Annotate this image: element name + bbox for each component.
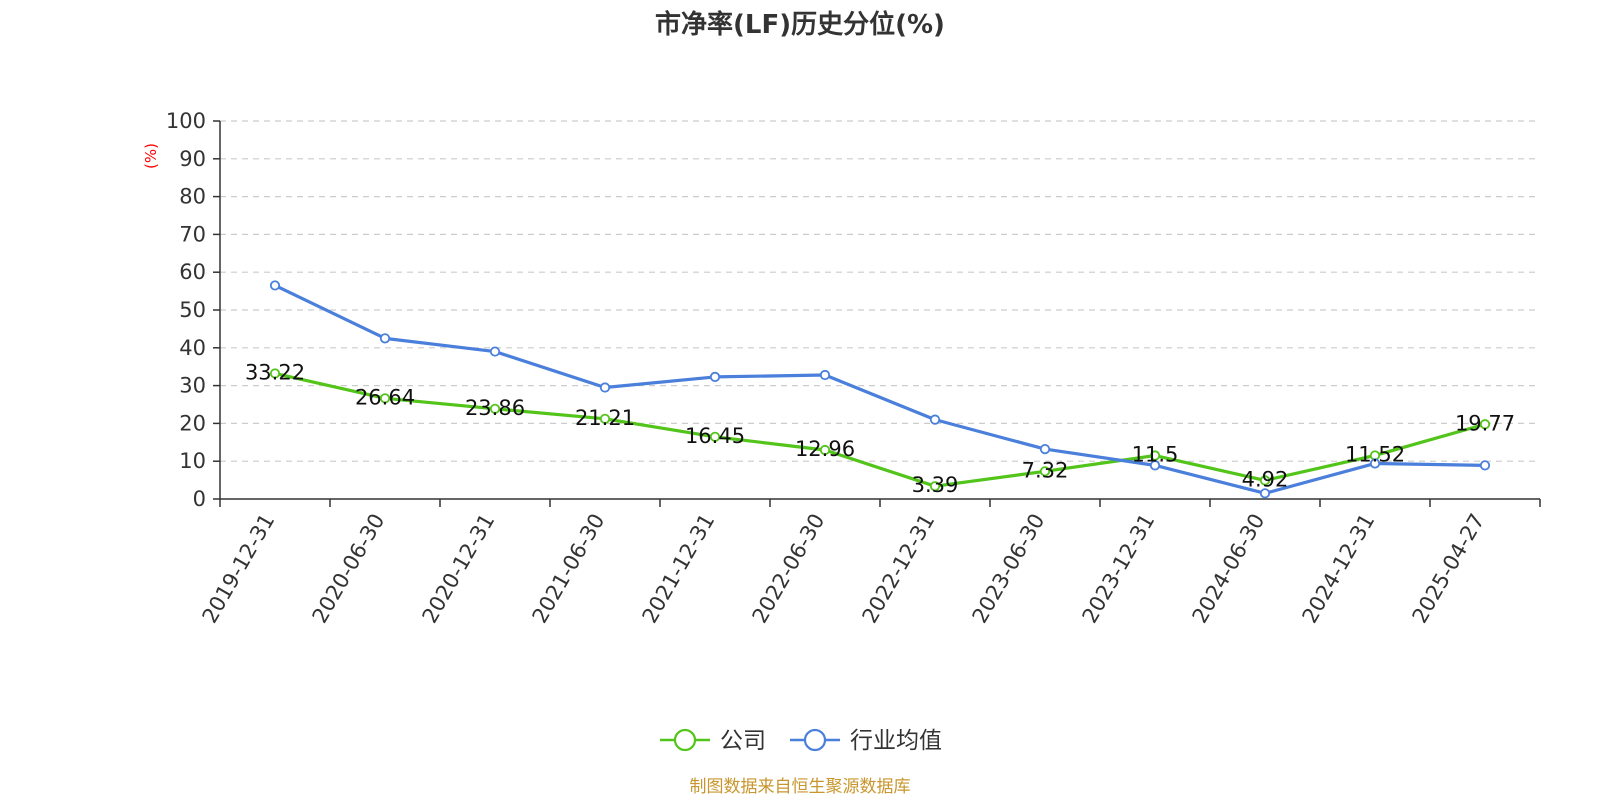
y-tick-label: 20: [179, 411, 206, 435]
x-tick-label: 2024-06-30: [1188, 510, 1270, 628]
y-axis-unit-label: (%): [142, 143, 160, 169]
data-point-series-0: [1259, 475, 1271, 486]
y-tick-label: 100: [166, 109, 206, 133]
y-tick-label: 30: [179, 374, 206, 398]
chart-title: 市净率(LF)历史分位(%): [655, 9, 945, 40]
legend-marker-1: [803, 728, 827, 752]
data-label: 7.32: [1022, 458, 1069, 482]
y-tick-label: 10: [179, 449, 206, 473]
x-tick-label: 2019-12-31: [198, 510, 280, 628]
x-tick-label: 2023-12-31: [1078, 510, 1160, 628]
data-point-series-1: [489, 346, 501, 357]
data-point-series-1: [1259, 488, 1271, 499]
legend-label-1: 行业均值: [850, 728, 942, 754]
data-point-series-0: [599, 413, 611, 424]
y-tick-label: 90: [179, 147, 206, 171]
data-point-series-0: [709, 431, 721, 442]
data-point-series-1: [819, 369, 831, 381]
series-line-1: [274, 283, 1486, 495]
source-note: 制图数据来自恒生聚源数据库: [690, 777, 911, 797]
y-tick-label: 50: [179, 298, 206, 322]
x-tick-label: 2020-12-31: [418, 510, 500, 628]
y-tick-label: 0: [193, 487, 206, 511]
x-tick-label: 2025-04-27: [1408, 510, 1490, 628]
data-point-series-1: [709, 371, 721, 383]
data-point-series-1: [1039, 444, 1051, 455]
x-tick-label: 2022-12-31: [858, 510, 940, 628]
x-tick-label: 2022-06-30: [748, 510, 830, 628]
x-tick-label: 2023-06-30: [968, 510, 1050, 628]
data-point-series-1: [1149, 460, 1161, 471]
series-line-0: [274, 371, 1486, 488]
data-label: 26.64: [355, 385, 415, 409]
data-point-series-0: [819, 444, 831, 456]
legend-marker-0: [673, 728, 697, 752]
data-label: 16.45: [685, 424, 745, 448]
data-point-series-1: [269, 280, 281, 291]
data-point-series-1: [599, 382, 611, 393]
legend-label-0: 公司: [720, 728, 766, 754]
data-point-series-0: [1479, 419, 1491, 430]
data-label: 21.21: [575, 406, 635, 430]
x-tick-label: 2021-12-31: [638, 510, 720, 628]
y-tick-label: 40: [179, 336, 206, 360]
y-tick-label: 80: [179, 185, 206, 209]
data-point-series-0: [929, 481, 941, 492]
data-point-series-0: [1039, 466, 1051, 477]
x-tick-label: 2020-06-30: [308, 510, 390, 628]
data-point-series-1: [929, 414, 941, 425]
y-tick-label: 60: [179, 260, 206, 284]
data-label: 12.96: [795, 437, 855, 461]
data-label: 19.77: [1455, 411, 1515, 435]
data-label: 11.5: [1132, 443, 1179, 467]
data-point-series-0: [379, 393, 391, 404]
x-tick-label: 2021-06-30: [528, 510, 610, 628]
x-tick-label: 2024-12-31: [1298, 510, 1380, 628]
data-label: 4.92: [1242, 467, 1289, 491]
data-point-series-0: [1149, 450, 1161, 461]
data-point-series-1: [379, 333, 391, 344]
data-point-series-1: [1369, 458, 1381, 469]
data-point-series-0: [269, 368, 281, 379]
data-label: 23.86: [465, 396, 525, 420]
data-label: 11.52: [1345, 442, 1405, 466]
data-point-series-1: [1479, 460, 1491, 471]
data-point-series-0: [489, 403, 501, 414]
data-label: 33.22: [245, 360, 305, 384]
y-tick-label: 70: [179, 222, 206, 246]
data-label: 3.39: [912, 473, 959, 497]
